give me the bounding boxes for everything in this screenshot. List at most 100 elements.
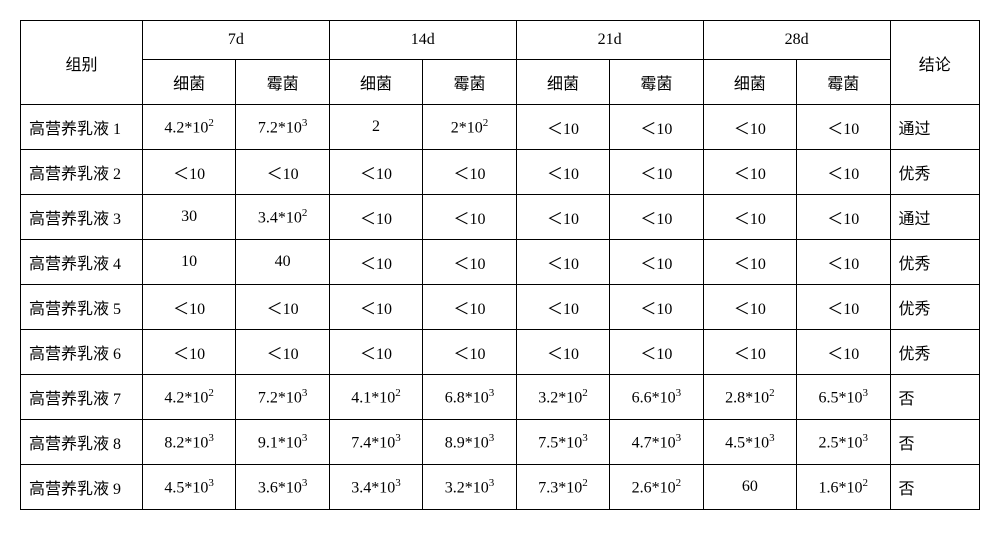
cell-value: 4.7*103 xyxy=(610,420,703,465)
cell-value: ＜10 xyxy=(236,285,329,330)
cell-conclusion: 优秀 xyxy=(890,330,979,375)
cell-value: ＜10 xyxy=(516,330,609,375)
sub-bacteria: 细菌 xyxy=(329,60,422,105)
cell-conclusion: 通过 xyxy=(890,195,979,240)
col-group: 组别 xyxy=(21,21,143,105)
row-label: 高营养乳液 3 xyxy=(21,195,143,240)
cell-value: 4.5*103 xyxy=(703,420,796,465)
cell-value: 40 xyxy=(236,240,329,285)
table-header: 组别 7d 14d 21d 28d 结论 细菌 霉菌 细菌 霉菌 细菌 霉菌 细… xyxy=(21,21,980,105)
cell-value: 4.5*103 xyxy=(142,465,235,510)
cell-value: 6.6*103 xyxy=(610,375,703,420)
sub-mold: 霉菌 xyxy=(797,60,890,105)
cell-value: ＜10 xyxy=(236,330,329,375)
cell-value: 7.2*103 xyxy=(236,375,329,420)
cell-value: ＜10 xyxy=(610,195,703,240)
cell-value: 10 xyxy=(142,240,235,285)
cell-value: ＜10 xyxy=(703,330,796,375)
cell-value: ＜10 xyxy=(329,195,422,240)
cell-value: ＜10 xyxy=(423,150,516,195)
cell-value: ＜10 xyxy=(329,240,422,285)
cell-value: 3.2*102 xyxy=(516,375,609,420)
cell-value: ＜10 xyxy=(516,195,609,240)
cell-value: ＜10 xyxy=(329,150,422,195)
cell-value: 4.1*102 xyxy=(329,375,422,420)
cell-value: 4.2*102 xyxy=(142,105,235,150)
row-label: 高营养乳液 9 xyxy=(21,465,143,510)
cell-value: ＜10 xyxy=(236,150,329,195)
cell-value: ＜10 xyxy=(797,240,890,285)
sub-mold: 霉菌 xyxy=(610,60,703,105)
cell-value: 7.2*103 xyxy=(236,105,329,150)
cell-value: ＜10 xyxy=(610,240,703,285)
cell-value: 3.4*102 xyxy=(236,195,329,240)
col-period-21d: 21d xyxy=(516,21,703,60)
cell-conclusion: 优秀 xyxy=(890,285,979,330)
cell-value: 7.5*103 xyxy=(516,420,609,465)
cell-value: 4.2*102 xyxy=(142,375,235,420)
cell-value: ＜10 xyxy=(703,150,796,195)
row-label: 高营养乳液 4 xyxy=(21,240,143,285)
table-row: 高营养乳液 6＜10＜10＜10＜10＜10＜10＜10＜10优秀 xyxy=(21,330,980,375)
cell-value: ＜10 xyxy=(797,330,890,375)
col-period-14d: 14d xyxy=(329,21,516,60)
sub-bacteria: 细菌 xyxy=(703,60,796,105)
cell-value: ＜10 xyxy=(797,105,890,150)
cell-value: 8.2*103 xyxy=(142,420,235,465)
cell-value: ＜10 xyxy=(423,330,516,375)
row-label: 高营养乳液 6 xyxy=(21,330,143,375)
cell-value: ＜10 xyxy=(797,195,890,240)
table-row: 高营养乳液 3303.4*102＜10＜10＜10＜10＜10＜10通过 xyxy=(21,195,980,240)
cell-value: ＜10 xyxy=(703,240,796,285)
cell-value: 2 xyxy=(329,105,422,150)
cell-value: 7.3*102 xyxy=(516,465,609,510)
row-label: 高营养乳液 7 xyxy=(21,375,143,420)
cell-value: 6.8*103 xyxy=(423,375,516,420)
cell-value: ＜10 xyxy=(423,285,516,330)
table-row: 高营养乳液 41040＜10＜10＜10＜10＜10＜10优秀 xyxy=(21,240,980,285)
col-conclusion: 结论 xyxy=(890,21,979,105)
cell-value: ＜10 xyxy=(516,150,609,195)
sub-mold: 霉菌 xyxy=(236,60,329,105)
table-row: 高营养乳液 88.2*1039.1*1037.4*1038.9*1037.5*1… xyxy=(21,420,980,465)
table-row: 高营养乳液 74.2*1027.2*1034.1*1026.8*1033.2*1… xyxy=(21,375,980,420)
cell-value: 60 xyxy=(703,465,796,510)
cell-value: 2.8*102 xyxy=(703,375,796,420)
table-row: 高营养乳液 2＜10＜10＜10＜10＜10＜10＜10＜10优秀 xyxy=(21,150,980,195)
cell-value: ＜10 xyxy=(329,330,422,375)
cell-value: ＜10 xyxy=(703,285,796,330)
cell-conclusion: 否 xyxy=(890,420,979,465)
cell-value: ＜10 xyxy=(142,285,235,330)
cell-conclusion: 通过 xyxy=(890,105,979,150)
sub-bacteria: 细菌 xyxy=(516,60,609,105)
cell-value: 30 xyxy=(142,195,235,240)
cell-value: ＜10 xyxy=(610,150,703,195)
data-table: 组别 7d 14d 21d 28d 结论 细菌 霉菌 细菌 霉菌 细菌 霉菌 细… xyxy=(20,20,980,510)
cell-value: 3.2*103 xyxy=(423,465,516,510)
cell-value: ＜10 xyxy=(703,195,796,240)
cell-value: 2.6*102 xyxy=(610,465,703,510)
cell-value: ＜10 xyxy=(142,150,235,195)
cell-value: ＜10 xyxy=(610,105,703,150)
cell-value: ＜10 xyxy=(423,195,516,240)
table-row: 高营养乳液 94.5*1033.6*1033.4*1033.2*1037.3*1… xyxy=(21,465,980,510)
sub-mold: 霉菌 xyxy=(423,60,516,105)
cell-value: ＜10 xyxy=(516,240,609,285)
cell-value: ＜10 xyxy=(516,285,609,330)
cell-value: ＜10 xyxy=(610,330,703,375)
cell-conclusion: 否 xyxy=(890,465,979,510)
cell-value: ＜10 xyxy=(516,105,609,150)
cell-value: 9.1*103 xyxy=(236,420,329,465)
cell-value: ＜10 xyxy=(423,240,516,285)
row-label: 高营养乳液 2 xyxy=(21,150,143,195)
cell-value: 8.9*103 xyxy=(423,420,516,465)
cell-conclusion: 否 xyxy=(890,375,979,420)
header-row-1: 组别 7d 14d 21d 28d 结论 xyxy=(21,21,980,60)
cell-value: ＜10 xyxy=(329,285,422,330)
row-label: 高营养乳液 8 xyxy=(21,420,143,465)
cell-value: 2*102 xyxy=(423,105,516,150)
cell-value: 1.6*102 xyxy=(797,465,890,510)
cell-value: ＜10 xyxy=(797,150,890,195)
row-label: 高营养乳液 1 xyxy=(21,105,143,150)
row-label: 高营养乳液 5 xyxy=(21,285,143,330)
